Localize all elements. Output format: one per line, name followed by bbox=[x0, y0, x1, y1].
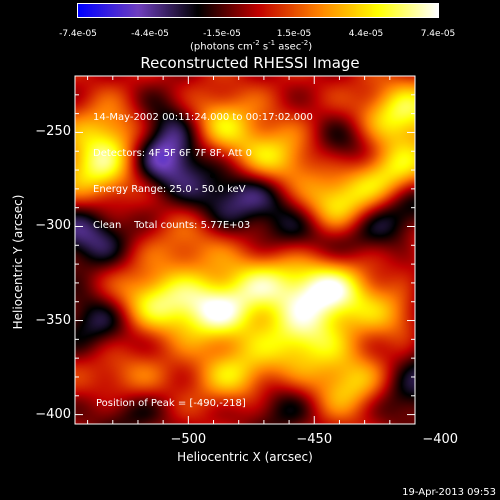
colorbar-gradient bbox=[78, 4, 438, 17]
x-tick-label: −400 bbox=[422, 432, 459, 447]
y-tick-label: −300 bbox=[35, 218, 71, 234]
info-energy-range: Energy Range: 25.0 - 50.0 keV bbox=[93, 184, 246, 195]
chart-title: Reconstructed RHESSI Image bbox=[140, 54, 360, 72]
colorbar-tick-label: 7.4e-05 bbox=[420, 29, 456, 39]
y-tick-label: −250 bbox=[35, 124, 71, 140]
colorbar-ticks: -7.4e-05 -4.4e-05 -1.5e-05 1.5e-05 4.4e-05 7.… bbox=[0, 0, 500, 40]
colorbar-tick-label: 4.4e-05 bbox=[348, 29, 384, 39]
colorbar bbox=[77, 3, 439, 18]
x-tick-label: −500 bbox=[170, 432, 207, 447]
info-clean-counts: Clean Total counts: 5.77E+03 bbox=[93, 220, 251, 231]
peak-position-label: Position of Peak = [-490,-218] bbox=[96, 398, 246, 409]
info-time-range: 14-May-2002 00:11:24.000 to 00:17:02.000 bbox=[93, 112, 313, 123]
info-detectors: Detectors: 4F 5F 6F 7F 8F, Att 0 bbox=[93, 148, 253, 159]
y-tick-label: −350 bbox=[35, 312, 71, 328]
x-axis-label: Heliocentric X (arcsec) bbox=[177, 450, 313, 464]
y-tick-label: −400 bbox=[35, 406, 71, 422]
colorbar-tick-label: -7.4e-05 bbox=[59, 29, 97, 39]
colorbar-tick-label: 1.5e-05 bbox=[276, 29, 312, 39]
colorbar-tick-label: -1.5e-05 bbox=[203, 29, 241, 39]
colorbar-tick-label: -4.4e-05 bbox=[131, 29, 169, 39]
observation-info: 14-May-2002 00:11:24.000 to 00:17:02.000… bbox=[93, 88, 313, 244]
x-tick-label: −450 bbox=[296, 432, 333, 447]
timestamp: 19-Apr-2013 09:53 bbox=[402, 487, 496, 498]
y-axis-label: Heliocentric Y (arcsec) bbox=[11, 194, 25, 330]
colorbar-unit-label: (photons cm-2 s-1 asec-2) bbox=[190, 39, 313, 53]
